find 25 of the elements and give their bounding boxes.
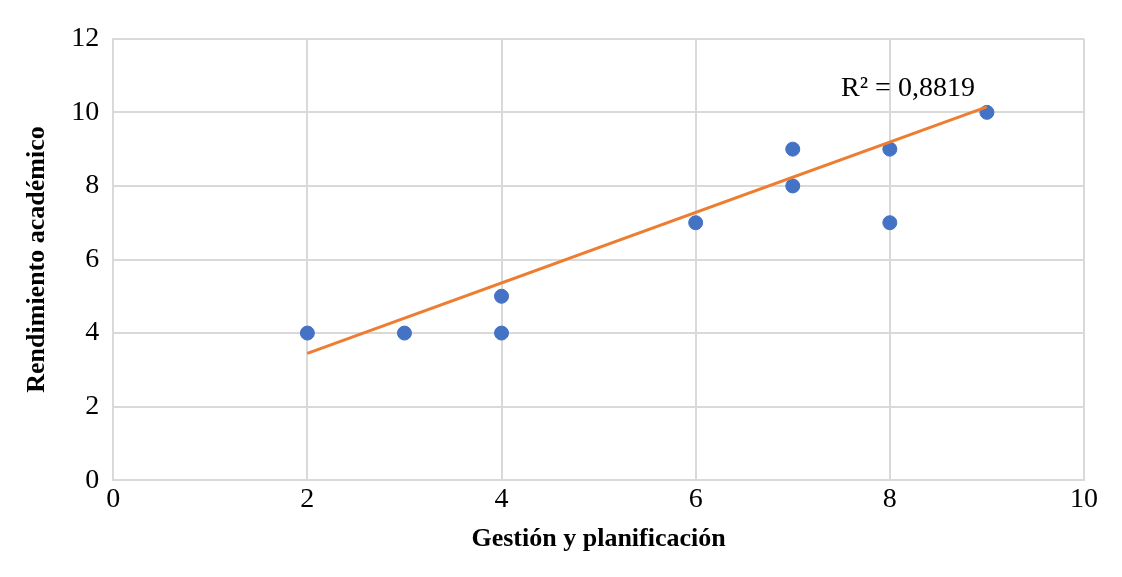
point: [396, 325, 412, 341]
x-tick-label: 8: [882, 482, 897, 514]
point: [494, 325, 510, 341]
x-tick-label: 10: [1070, 482, 1098, 514]
y-tick-label: 6: [85, 241, 100, 273]
x-tick-label: 6: [688, 482, 703, 514]
y-tick-label: 10: [71, 94, 100, 126]
y-tick-label: 4: [85, 315, 100, 347]
x-tick-label: 0: [106, 482, 121, 514]
point: [688, 215, 704, 231]
x-tick-label: 4: [494, 482, 509, 514]
y-axis-title: Rendimiento académico: [21, 126, 51, 393]
point: [494, 288, 510, 304]
y-tick-label: 0: [85, 462, 100, 494]
point: [882, 215, 898, 231]
x-tick-label: 2: [300, 482, 315, 514]
y-tick-label: 2: [85, 388, 100, 420]
point: [785, 141, 801, 157]
y-tick-label: 12: [71, 21, 100, 53]
point: [882, 141, 898, 157]
x-axis-title: Gestión y planificación: [471, 523, 727, 553]
annotation: R² = 0,8819: [841, 71, 975, 103]
y-tick-label: 8: [85, 168, 100, 200]
point: [785, 178, 801, 194]
point: [299, 325, 315, 341]
